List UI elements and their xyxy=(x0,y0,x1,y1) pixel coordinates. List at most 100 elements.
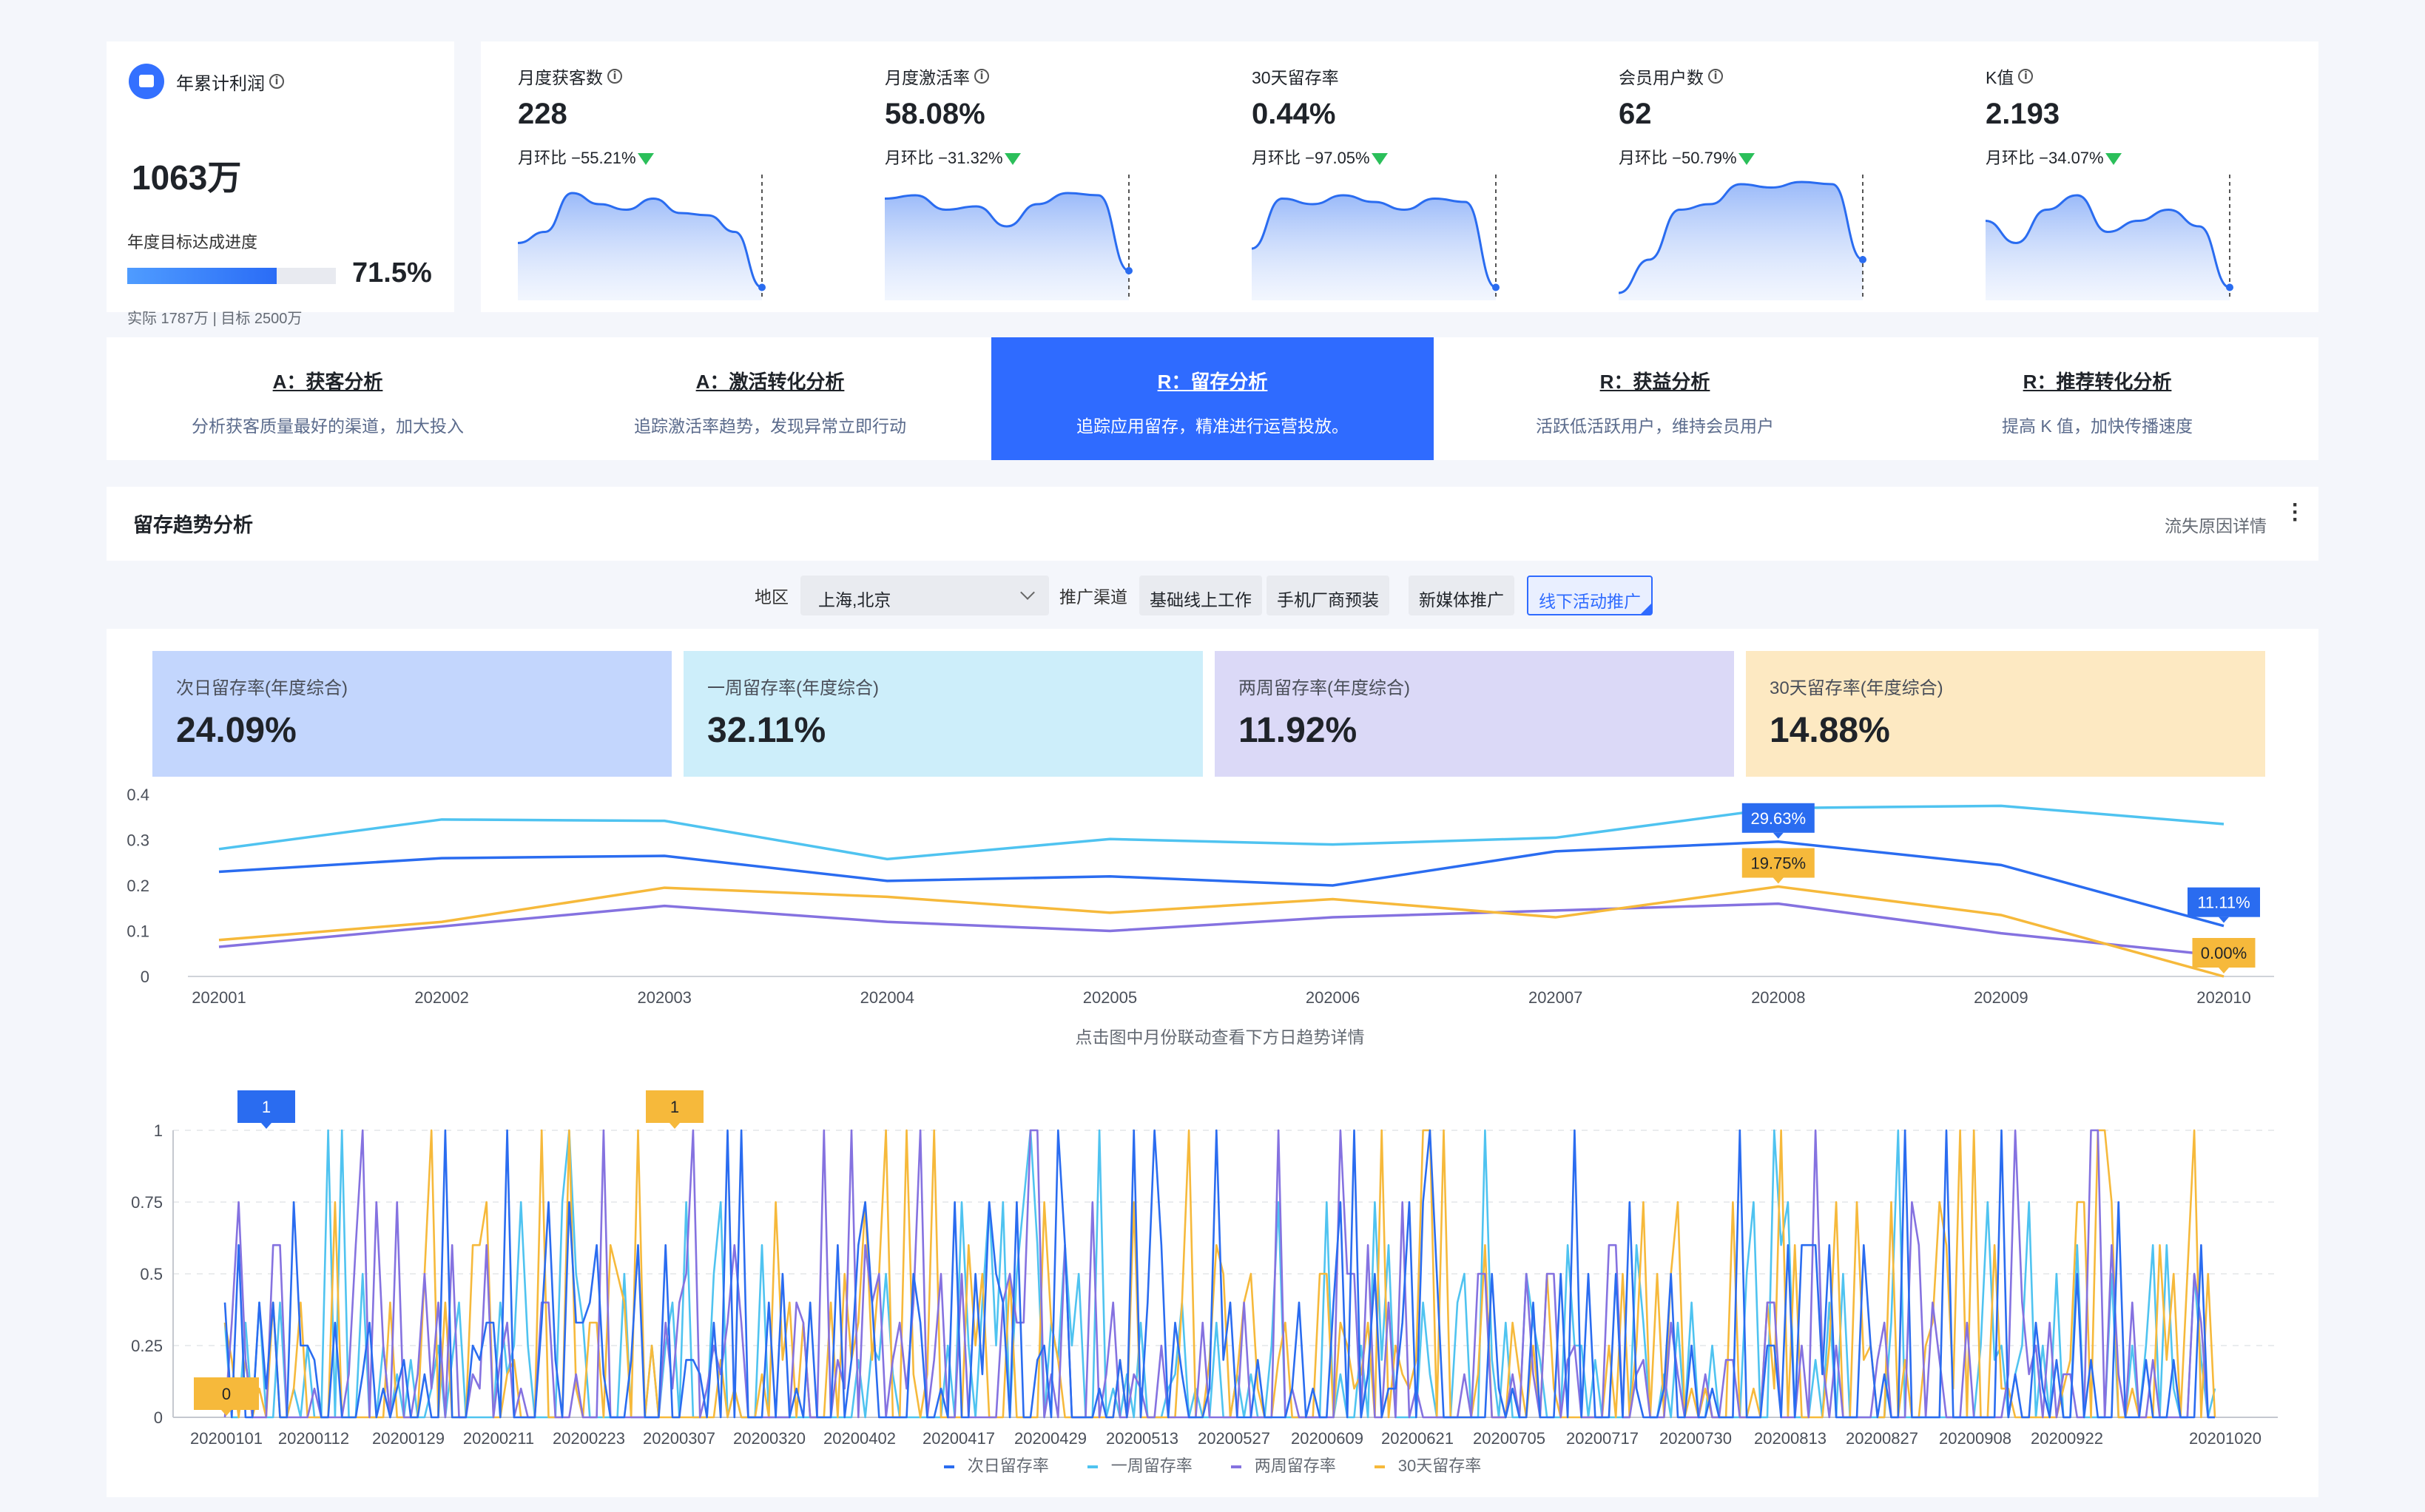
data-label: 0.00% xyxy=(2192,938,2256,973)
more-menu-icon[interactable]: · · · xyxy=(2292,493,2299,532)
legend-swatch xyxy=(1230,1465,1241,1469)
kpi-sparkline xyxy=(885,175,1133,300)
y-tick-label: 0 xyxy=(141,968,149,986)
data-label-box xyxy=(646,1090,704,1123)
info-icon[interactable]: i xyxy=(1708,69,1723,84)
series-line xyxy=(218,885,2225,978)
info-icon[interactable]: i xyxy=(269,74,284,89)
data-label: 1 xyxy=(237,1090,295,1129)
sparkline-end-point xyxy=(1859,256,1866,263)
x-tick-label[interactable]: 202003 xyxy=(638,988,692,1007)
kpi-title: 月度获客数 i xyxy=(518,64,622,89)
x-tick-label[interactable]: 202009 xyxy=(1974,988,2028,1007)
retention-trend-panel: 留存趋势分析 流失原因详情 · · · 地区 上海,北京 推广渠道 基础线上工作 手机… xyxy=(107,487,2318,1497)
x-tick-label: 20200320 xyxy=(733,1429,806,1448)
tab-item[interactable]: R：推荐转化分析 提高 K 值，加快传播速度 xyxy=(1876,337,2318,460)
tab-title: R：推荐转化分析 xyxy=(2023,371,2172,393)
stat-label: 次日留存率(年度综合) xyxy=(176,678,348,698)
daily-retention-chart[interactable]: 0 0.25 0.5 0.75 1 20200101 20200112 20200129 202… xyxy=(107,1079,2318,1448)
y-tick-label: 0.75 xyxy=(131,1193,163,1212)
down-arrow-icon xyxy=(1004,153,1021,166)
data-label-pointer xyxy=(261,1123,271,1129)
series-line xyxy=(218,804,2225,861)
tab-item[interactable]: R：获益分析活跃低活跃用户，维持会员用户 xyxy=(1434,337,1876,460)
tab-description: 活跃低活跃用户，维持会员用户 xyxy=(1536,416,1774,436)
y-tick-label: 0.5 xyxy=(140,1265,163,1283)
retention-stat-card: 次日留存率(年度综合) 24.09% xyxy=(152,651,672,777)
series-line xyxy=(218,840,2225,928)
info-icon[interactable]: i xyxy=(2018,69,2034,84)
filter-bar: 地区 上海,北京 推广渠道 基础线上工作 手机厂商预装 新媒体推广 线下活动推广 xyxy=(107,561,2318,629)
x-tick-label[interactable]: 202004 xyxy=(860,988,914,1007)
x-tick-label[interactable]: 202008 xyxy=(1751,988,1805,1007)
monthly-retention-chart[interactable]: 0 0.1 0.2 0.3 0.4 202001 202002 202003 202004 202… xyxy=(107,777,2318,1067)
legend-item[interactable]: 两周留存率 xyxy=(1230,1453,1336,1476)
x-tick-label[interactable]: 202006 xyxy=(1306,988,1360,1007)
y-tick-label: 0.3 xyxy=(127,831,149,850)
stat-value: 24.09% xyxy=(176,711,297,750)
data-label-box xyxy=(194,1377,259,1410)
x-tick-label: 20200813 xyxy=(1754,1429,1827,1448)
x-tick-label: 20200402 xyxy=(823,1429,896,1448)
data-label-box xyxy=(1741,848,1815,878)
x-tick-label[interactable]: 202002 xyxy=(414,988,468,1007)
x-tick-label: 20200417 xyxy=(923,1429,995,1448)
sparkline-line xyxy=(1986,194,2230,288)
stat-value: 11.92% xyxy=(1238,711,1357,750)
kpi-sparkline xyxy=(518,175,766,300)
x-tick-label: 20200101 xyxy=(190,1429,263,1448)
channel-chip[interactable]: 新媒体推广 xyxy=(1409,576,1514,615)
x-tick-label: 20200705 xyxy=(1473,1429,1545,1448)
x-tick-label: 20200513 xyxy=(1106,1429,1178,1448)
x-tick-label: 20200730 xyxy=(1659,1429,1732,1448)
legend-item[interactable]: 次日留存率 xyxy=(943,1453,1049,1476)
data-label: 19.75% xyxy=(1741,848,1815,884)
x-tick-label[interactable]: 202007 xyxy=(1528,988,1582,1007)
progress-bar xyxy=(127,268,336,284)
x-tick-label[interactable]: 202010 xyxy=(2196,988,2250,1007)
tab-item[interactable]: A：获客分析 分析获客质量最好的渠道，加大投入 xyxy=(107,337,549,460)
sparkline-area xyxy=(1986,195,2230,300)
sparkline-end-point xyxy=(1492,283,1500,291)
sparkline-end-point xyxy=(2226,283,2233,291)
kpi-title-text: 月度激活率 xyxy=(885,68,970,87)
analysis-tabs: A：获客分析 分析获客质量最好的渠道，加大投入 A：激活转化分析 追踪激活率趋势，发现… xyxy=(107,337,2318,460)
legend-item[interactable]: 一周留存率 xyxy=(1087,1453,1193,1476)
retention-stat-card: 两周留存率(年度综合) 11.92% xyxy=(1215,651,1734,777)
channel-chip[interactable]: 线下活动推广 xyxy=(1527,576,1653,615)
down-arrow-icon xyxy=(1371,153,1388,166)
series-line xyxy=(218,902,2225,958)
data-label-pointer xyxy=(2219,968,2229,973)
tab-item[interactable]: A：激活转化分析 追踪激活率趋势，发现异常立即行动 xyxy=(549,337,991,460)
legend-item[interactable]: 30天留存率 xyxy=(1374,1453,1481,1476)
x-tick-label[interactable]: 202005 xyxy=(1083,988,1137,1007)
x-tick-label[interactable]: 202001 xyxy=(192,988,246,1007)
region-select[interactable]: 上海,北京 xyxy=(800,576,1049,615)
legend-swatch xyxy=(1374,1465,1385,1469)
daily-series-line xyxy=(223,1129,2215,1419)
tab-title: R：获益分析 xyxy=(1599,371,1710,393)
profit-title: 年累计利润 xyxy=(176,73,265,94)
kpi-change-value: −97.05% xyxy=(1305,149,1370,167)
tab-title: A：激活转化分析 xyxy=(695,371,845,393)
kpi-value: 58.08% xyxy=(885,98,985,130)
data-label-text: 0 xyxy=(222,1385,231,1403)
kpi-item: K值 i 2.193 月环比 −34.07% xyxy=(1949,41,2316,312)
tab-title: A：获客分析 xyxy=(272,371,383,393)
progress-label: 年度目标达成进度 xyxy=(127,233,258,252)
retention-stat-card: 一周留存率(年度综合) 32.11% xyxy=(684,651,1203,777)
kpi-sparkline xyxy=(1986,175,2233,300)
tab-item[interactable]: R：留存分析 追踪应用留存，精准进行运营投放。 xyxy=(991,337,1434,460)
churn-reason-link[interactable]: 流失原因详情 xyxy=(2165,516,2267,536)
data-label-text: 1 xyxy=(262,1098,271,1116)
x-tick-label: 20200211 xyxy=(463,1429,534,1448)
channel-chip[interactable]: 基础线上工作 xyxy=(1139,576,1262,615)
x-tick-label: 20200307 xyxy=(643,1429,715,1448)
channel-chip[interactable]: 手机厂商预装 xyxy=(1267,576,1389,615)
kpi-summary-card: 月度获客数 i 228 月环比 −55.21% 月度激活率 i 58.08% 月环比 −31.… xyxy=(481,41,2318,312)
sparkline-end-point xyxy=(1125,267,1133,274)
kpi-title: 会员用户数 i xyxy=(1619,64,1723,89)
y-tick-label: 0.1 xyxy=(127,922,149,941)
info-icon[interactable]: i xyxy=(974,69,989,84)
info-icon[interactable]: i xyxy=(607,69,622,84)
